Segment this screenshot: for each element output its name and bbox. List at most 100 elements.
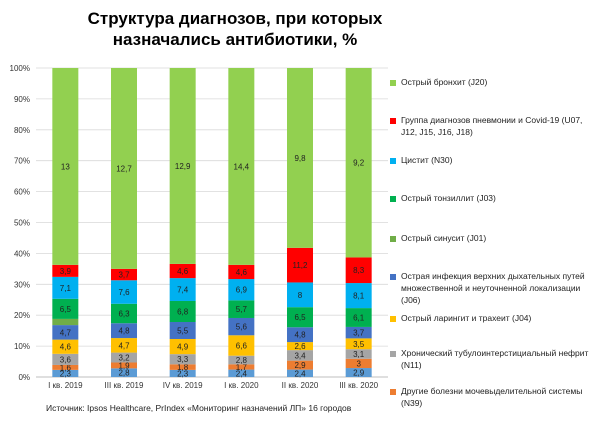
y-tick-label: 80%: [14, 126, 30, 135]
bar-segment: [169, 364, 196, 370]
data-label: 12,7: [116, 164, 132, 173]
data-label: 5,5: [177, 326, 189, 335]
bar-segment: [52, 264, 79, 277]
legend-item: Острый ларингит и трахеит (J04): [390, 312, 595, 324]
data-label: 5,7: [236, 305, 248, 314]
bar-segment: [287, 327, 313, 343]
bar-segment: [228, 300, 255, 318]
data-label: 4,6: [177, 267, 189, 276]
y-tick-label: 0%: [18, 373, 30, 382]
bar-segment: [111, 303, 137, 324]
bar-segment: [228, 279, 255, 301]
bar-segment: [345, 349, 372, 359]
data-label: 2,9: [353, 369, 365, 378]
legend-swatch: [390, 351, 396, 357]
bar-segment: [228, 264, 255, 280]
legend-label: Цистит (N30): [401, 155, 453, 165]
data-label: 3: [356, 359, 361, 368]
legend-swatch: [390, 389, 396, 395]
bar-segment: [287, 342, 313, 351]
y-tick-label: 40%: [14, 249, 30, 258]
bar-segment: [52, 318, 79, 326]
data-label: 7,1: [60, 284, 72, 293]
bar-segment: [169, 369, 196, 377]
data-label: 11,2: [293, 261, 309, 270]
data-label: 12,9: [175, 162, 191, 171]
y-tick-label: 20%: [14, 311, 30, 320]
legend-swatch: [390, 118, 396, 124]
legend-label: Острый синусит (J01): [401, 233, 487, 243]
bar-segment: [228, 68, 255, 265]
data-label: 9,8: [294, 154, 306, 163]
bar-segment: [111, 280, 137, 304]
data-label: 4,6: [60, 343, 72, 352]
bar-segment: [111, 68, 137, 269]
bar-segment: [111, 338, 137, 353]
data-label: 6,6: [236, 341, 248, 350]
data-label: 2,8: [236, 356, 248, 365]
bar-segment: [228, 369, 255, 377]
data-label: 7,4: [177, 286, 189, 295]
x-tick-label: III кв. 2019: [105, 381, 144, 390]
data-label: 4,6: [236, 268, 248, 277]
data-label: 8,1: [353, 292, 365, 301]
data-label: 3,3: [177, 355, 189, 364]
data-label: 6,5: [294, 313, 306, 322]
legend-item: Острый тонзиллит (J03): [390, 192, 595, 204]
bar-segment: [52, 364, 79, 370]
bar-segment: [228, 364, 255, 370]
data-label: 1,6: [60, 363, 72, 372]
x-tick-label: I кв. 2019: [48, 381, 83, 390]
bar-segment: [169, 338, 196, 355]
x-tick-label: II кв. 2020: [282, 381, 319, 390]
bar-segment: [169, 321, 196, 339]
bar-segment: [287, 282, 313, 308]
data-label: 2,8: [118, 369, 130, 378]
data-label: 6,3: [118, 310, 130, 319]
legend-item: Другие болезни мочевыделительной системы…: [390, 385, 595, 409]
bar-segment: [228, 335, 255, 356]
y-tick-label: 50%: [14, 219, 30, 228]
bar-segment: [169, 354, 196, 365]
bar-segment: [111, 352, 137, 363]
data-label: 4,9: [177, 343, 189, 352]
bar-segment: [228, 317, 255, 336]
data-label: 2,6: [294, 342, 306, 351]
data-label: 14,4: [234, 162, 250, 171]
legend-swatch: [390, 274, 396, 280]
y-tick-label: 60%: [14, 188, 30, 197]
y-tick-label: 90%: [14, 95, 30, 104]
bar-segment: [287, 369, 313, 377]
legend-item: Цистит (N30): [390, 154, 595, 166]
legend-item: Острый бронхит (J20): [390, 76, 595, 88]
data-label: 2,3: [60, 369, 72, 378]
data-label: 6,5: [60, 305, 72, 314]
data-label: 2,4: [294, 369, 306, 378]
bar-segment: [345, 358, 372, 369]
bar-segment: [52, 276, 79, 299]
bar-segment: [345, 338, 372, 350]
source-note: Источник: Ipsos Healthcare, PrIndex «Мон…: [46, 403, 352, 413]
bar-segment: [345, 257, 372, 284]
legend-label: Острый ларингит и трахеит (J04): [401, 313, 532, 323]
legend-swatch: [390, 158, 396, 164]
bar-segment: [287, 68, 313, 248]
bar-segment: [169, 278, 196, 301]
data-label: 2,4: [236, 369, 248, 378]
data-label: 4,7: [60, 328, 72, 337]
legend-label: Другие болезни мочевыделительной системы…: [401, 386, 583, 408]
data-label: 6,9: [236, 286, 248, 295]
legend-item: Острая инфекция верхних дыхательных путе…: [390, 270, 595, 306]
bar-segment: [287, 247, 313, 283]
bar-segment: [228, 355, 255, 365]
x-tick-label: IV кв. 2019: [163, 381, 203, 390]
bar-segment: [111, 323, 137, 339]
legend-item: Хронический тубулоинтерстициальный нефри…: [390, 347, 595, 371]
legend-label: Острая инфекция верхних дыхательных путе…: [401, 271, 585, 305]
data-label: 5,6: [236, 323, 248, 332]
y-tick-label: 10%: [14, 342, 30, 351]
legend-item: Острый синусит (J01): [390, 232, 595, 244]
data-label: 6,1: [353, 314, 365, 323]
bar-segment: [52, 325, 79, 340]
